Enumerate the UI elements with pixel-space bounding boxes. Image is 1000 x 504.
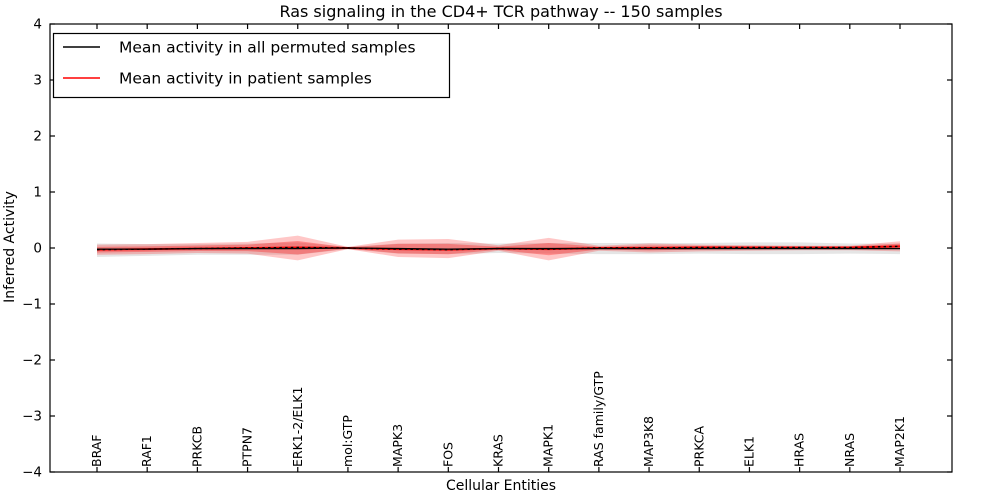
y-tick-label: −1 [22,297,42,313]
y-tick-label: −3 [22,409,42,425]
x-category-label: PRKCB [189,426,204,467]
y-tick-label: 3 [33,73,42,89]
x-category-label: MAP2K1 [892,416,907,467]
x-axis-label: Cellular Entities [446,478,556,494]
x-category-label: MAPK3 [390,424,405,467]
y-axis-label: Inferred Activity [2,191,18,303]
x-category-label: FOS [440,442,455,467]
x-category-label: ELK1 [741,436,756,467]
x-category-label: RAS family/GTP [591,371,606,467]
legend: Mean activity in all permuted samples Me… [52,32,451,99]
x-category-label: mol:GTP [340,415,355,467]
y-tick-label: −2 [22,353,42,369]
x-category-label: KRAS [491,434,506,467]
legend-permuted-label: Mean activity in all permuted samples [119,39,416,57]
y-tick-label: −4 [22,465,42,481]
y-tick-label: 0 [33,241,42,257]
legend-patient-label: Mean activity in patient samples [119,70,372,88]
x-category-label: MAPK1 [541,424,556,467]
band-permuted-std-band [97,242,900,257]
x-category-label: HRAS [792,433,807,467]
mean-line-permuted [97,247,900,250]
x-category-label: MAP3K8 [641,416,656,467]
x-category-label: PRKCA [691,426,706,467]
legend-box [52,32,451,99]
axes-layer: 4 3 2 1 0 −1 −2 −3 −4 BRAF RAF1 PRKCB PTPN7 ERK1-2/EL… [22,17,952,481]
mean-line-dashed-overlay [96,245,901,251]
chart-title: Ras signaling in the CD4+ TCR pathway --… [279,2,722,21]
x-category-label: PTPN7 [240,427,255,467]
x-category-label: RAF1 [139,435,154,467]
x-category-label: ERK1-2/ELK1 [290,387,305,467]
lines-layer [96,245,901,251]
x-category-label: BRAF [89,435,104,468]
y-tick-label: 2 [33,129,42,145]
x-category-label: NRAS [842,433,857,467]
y-tick-label: 1 [33,185,42,201]
y-tick-label: 4 [33,17,42,33]
